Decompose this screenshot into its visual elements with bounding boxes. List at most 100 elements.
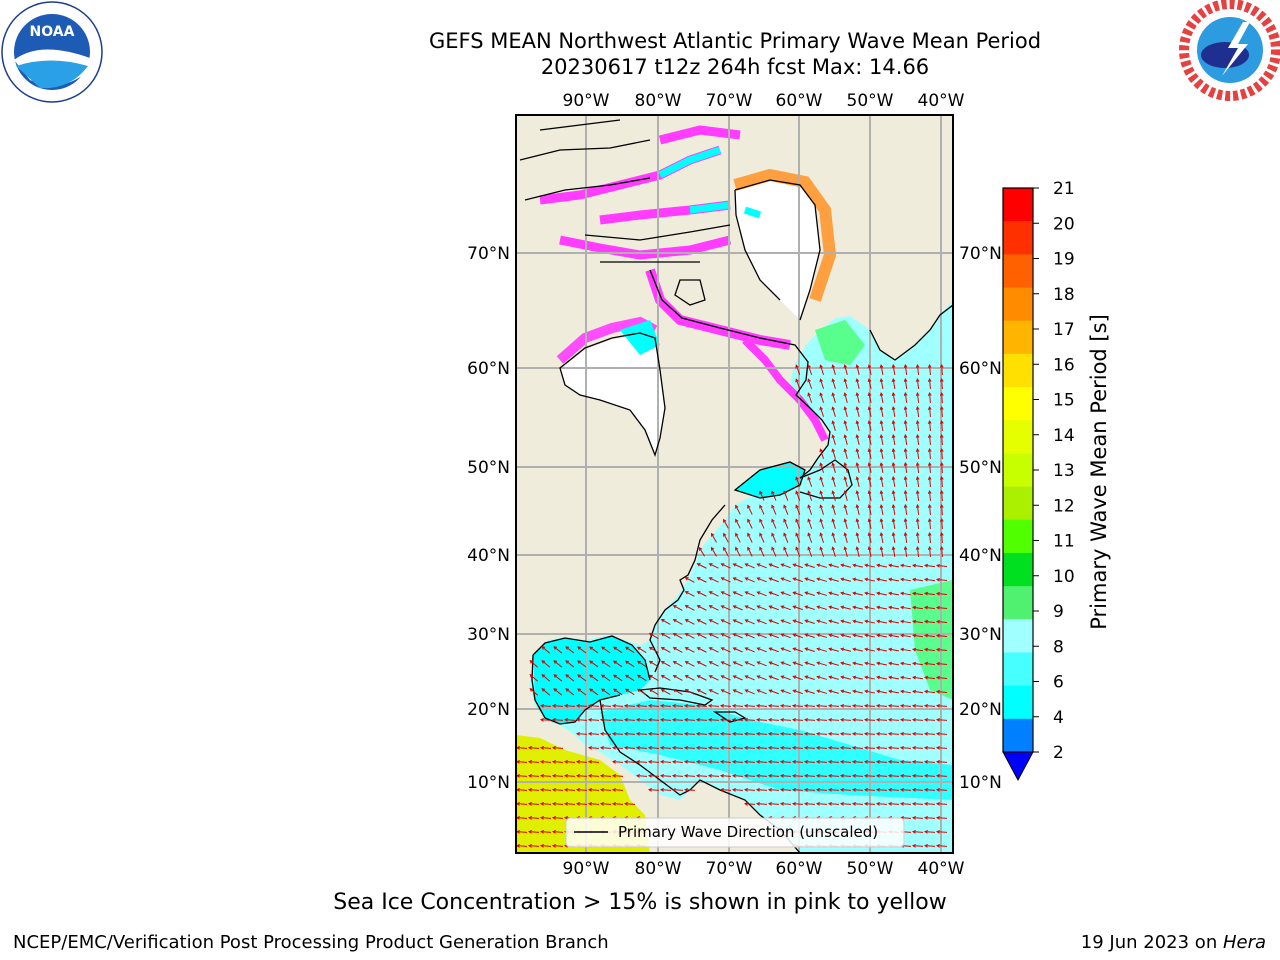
wave-arrow bbox=[792, 719, 804, 721]
wave-arrow bbox=[924, 676, 936, 680]
wave-arrowhead bbox=[767, 745, 772, 750]
noaa-wordmark: NOAA bbox=[30, 24, 75, 40]
wave-arrow bbox=[852, 775, 864, 777]
colorbar-segment bbox=[1003, 519, 1033, 554]
colorbar-segment bbox=[1003, 652, 1033, 687]
map-legend: Primary Wave Direction (unscaled) bbox=[565, 817, 905, 848]
wave-arrowhead bbox=[899, 787, 904, 792]
wave-arrowhead bbox=[707, 703, 712, 708]
wave-arrow bbox=[793, 591, 803, 597]
wave-arrow bbox=[941, 364, 943, 376]
wave-arrowhead bbox=[831, 462, 836, 467]
wave-arrow bbox=[876, 761, 888, 763]
wave-arrow bbox=[565, 660, 575, 668]
wave-arrow bbox=[577, 646, 587, 654]
wave-arrowhead bbox=[539, 801, 544, 806]
wave-arrow bbox=[540, 705, 552, 707]
colorbar-segment bbox=[1003, 188, 1033, 222]
wave-arrowhead bbox=[768, 661, 773, 665]
wave-arrow bbox=[804, 733, 816, 735]
wave-arrowhead bbox=[599, 745, 604, 750]
wave-arrowhead bbox=[527, 815, 532, 820]
wave-arrow bbox=[757, 633, 767, 639]
wave-arrow bbox=[841, 662, 851, 666]
wave-arrowhead bbox=[707, 717, 712, 722]
wave-arrow bbox=[636, 705, 648, 707]
wave-arrow bbox=[684, 775, 696, 777]
wave-arrow bbox=[769, 675, 779, 681]
wave-arrowhead bbox=[611, 801, 616, 806]
wave-arrowhead bbox=[527, 829, 532, 834]
wave-arrowhead bbox=[551, 703, 556, 708]
wave-arrowhead bbox=[815, 731, 820, 736]
wave-arrowhead bbox=[577, 660, 582, 664]
wave-arrowhead bbox=[840, 675, 845, 680]
wave-arrow bbox=[868, 491, 872, 501]
wave-arrow bbox=[552, 705, 564, 707]
wave-arrowhead bbox=[935, 689, 940, 694]
wave-arrowhead bbox=[587, 731, 592, 736]
wave-arrowhead bbox=[551, 745, 556, 750]
wave-arrow bbox=[709, 591, 719, 597]
wave-arrowhead bbox=[843, 462, 848, 467]
wave-arrow bbox=[804, 789, 816, 791]
wave-arrow bbox=[912, 719, 924, 721]
wave-arrowhead bbox=[723, 546, 727, 551]
wave-arrow bbox=[912, 831, 924, 833]
wave-arrow bbox=[733, 633, 743, 639]
wave-arrow bbox=[936, 845, 948, 847]
wave-arrow bbox=[733, 647, 743, 653]
wave-arrow bbox=[876, 775, 888, 777]
wave-arrow bbox=[732, 747, 744, 749]
wave-arrowhead bbox=[915, 517, 920, 523]
wave-arrow bbox=[744, 747, 756, 749]
wave-arrowhead bbox=[839, 801, 844, 806]
wave-arrow bbox=[868, 505, 872, 515]
wave-arrow bbox=[853, 578, 863, 582]
wave-arrowhead bbox=[732, 577, 737, 581]
wave-arrow bbox=[816, 761, 828, 763]
wave-arrowhead bbox=[720, 675, 725, 679]
wave-arrow bbox=[744, 719, 756, 721]
wave-arrow bbox=[820, 365, 824, 375]
wave-arrow bbox=[709, 633, 719, 639]
wave-arrowhead bbox=[743, 773, 748, 778]
wave-arrow bbox=[588, 733, 600, 735]
wave-arrowhead bbox=[563, 801, 568, 806]
wave-arrow bbox=[892, 546, 896, 558]
wave-arrow bbox=[856, 491, 860, 501]
wave-arrow bbox=[829, 634, 839, 638]
wave-arrowhead bbox=[636, 646, 641, 651]
wave-arrowhead bbox=[864, 675, 869, 680]
wave-arrow bbox=[709, 675, 719, 681]
wave-arrowhead bbox=[671, 731, 676, 736]
wave-arrowhead bbox=[767, 801, 772, 806]
wave-arrow bbox=[747, 519, 753, 529]
wave-arrow bbox=[841, 634, 851, 638]
wave-arrowhead bbox=[612, 660, 617, 665]
wave-arrow bbox=[541, 646, 551, 654]
wave-arrow bbox=[793, 577, 803, 583]
wave-arrow bbox=[565, 688, 575, 696]
wave-arrowhead bbox=[867, 378, 872, 383]
wave-arrow bbox=[795, 505, 801, 515]
wave-arrow bbox=[529, 688, 539, 696]
wave-arrowhead bbox=[647, 717, 652, 722]
wave-arrow bbox=[588, 803, 600, 805]
wave-arrowhead bbox=[864, 605, 869, 610]
wave-arrowhead bbox=[911, 731, 916, 736]
wave-arrowhead bbox=[575, 759, 580, 764]
wave-arrow bbox=[649, 660, 659, 668]
wave-arrowhead bbox=[927, 419, 932, 424]
wave-arrowhead bbox=[915, 531, 920, 537]
wave-arrowhead bbox=[672, 633, 677, 637]
wave-arrowhead bbox=[891, 378, 896, 383]
wave-arrowhead bbox=[939, 489, 944, 494]
wave-arrowhead bbox=[743, 731, 748, 736]
wave-arrow bbox=[892, 420, 896, 432]
wave-arrow bbox=[892, 392, 896, 404]
wave-arrowhead bbox=[780, 563, 785, 567]
wave-arrowhead bbox=[756, 675, 761, 679]
wave-arrowhead bbox=[768, 647, 773, 651]
footer-host: Hera bbox=[1222, 932, 1266, 953]
